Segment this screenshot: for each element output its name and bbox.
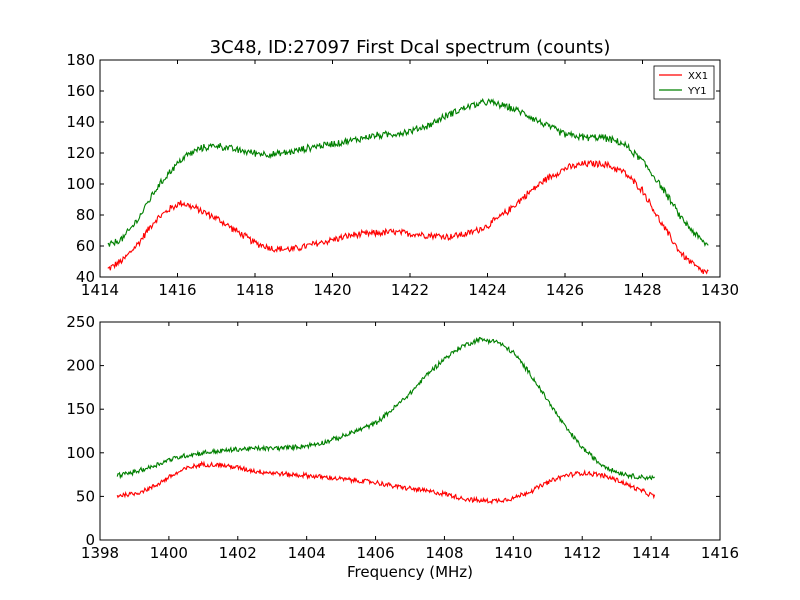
y-tick-label: 200 [66, 357, 95, 375]
x-tick-label: 1404 [288, 544, 326, 562]
x-axis-label: Frequency (MHz) [347, 563, 473, 581]
y-tick-label: 120 [66, 144, 95, 162]
x-tick-label: 1416 [158, 281, 196, 299]
x-tick-label: 1420 [313, 281, 351, 299]
legend-box [653, 65, 715, 100]
series-line-yy1-panel-2 [116, 336, 655, 481]
series-line-xx1-panel-2 [116, 460, 656, 505]
top-panel: 1414 1416 1418 1420 1422 1424 1426 1428 1430 40 60… [66, 51, 739, 299]
series-line-xx1-panel-1 [107, 159, 709, 275]
x-tick-label: 1402 [219, 544, 257, 562]
x-tick-label: 1424 [468, 281, 506, 299]
x-tick-label: 1426 [546, 281, 584, 299]
x-tick-label: 1414 [81, 281, 119, 299]
x-tick-label: 1410 [494, 544, 532, 562]
y-tick-label: 100 [66, 175, 95, 193]
y-tick-label: 80 [76, 206, 95, 224]
legend-label-yy1: YY1 [687, 86, 707, 97]
chart-title: 3C48, ID:27097 First Dcal spectrum (coun… [210, 37, 611, 58]
y-tick-label: 100 [66, 444, 95, 462]
x-tick-label: 1408 [425, 544, 463, 562]
y-tick-label: 60 [76, 237, 95, 255]
y-tick-label: 150 [66, 400, 95, 418]
x-tick-label: 1414 [632, 544, 670, 562]
x-tick-label: 1406 [356, 544, 394, 562]
series-line-yy1-panel-1 [107, 97, 709, 248]
x-tick-label: 1428 [623, 281, 661, 299]
x-tick-label: 1422 [391, 281, 429, 299]
x-tick-label: 1430 [701, 281, 739, 299]
x-tick-label: 1398 [81, 544, 119, 562]
y-tick-label: 40 [76, 268, 95, 286]
x-tick-label: 1418 [236, 281, 274, 299]
x-tick-label: 1416 [701, 544, 739, 562]
x-tick-label: 1412 [563, 544, 601, 562]
y-tick-label: 0 [85, 531, 95, 549]
y-tick-label: 160 [66, 82, 95, 100]
y-tick-label: 180 [66, 51, 95, 69]
bottom-panel: 1398 1400 1402 1404 1406 1408 1410 1412 1414 1416… [66, 313, 739, 581]
x-tick-label: 1400 [150, 544, 188, 562]
y-tick-label: 250 [66, 313, 95, 331]
axes-frame [99, 321, 721, 541]
y-tick-label: 140 [66, 113, 95, 131]
y-tick-label: 50 [76, 487, 95, 505]
legend-label-xx1: XX1 [688, 71, 708, 82]
